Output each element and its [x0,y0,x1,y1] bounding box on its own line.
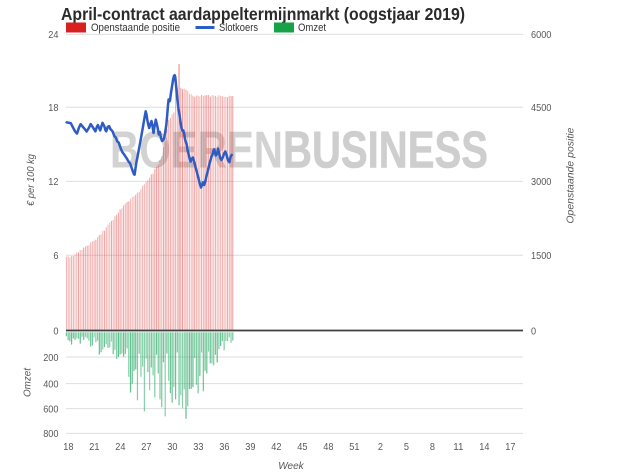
svg-text:42: 42 [271,441,281,453]
svg-text:BUSINESS: BUSINESS [283,121,488,179]
svg-text:April-contract aardappeltermij: April-contract aardappeltermijnmarkt (oo… [61,4,465,24]
svg-text:36: 36 [219,441,229,453]
svg-text:1500: 1500 [531,250,552,262]
svg-text:800: 800 [43,428,58,440]
svg-text:Openstaande positie: Openstaande positie [566,127,577,223]
svg-text:2: 2 [378,441,383,453]
svg-text:Omzet: Omzet [23,367,34,397]
svg-text:17: 17 [505,441,515,453]
svg-text:400: 400 [43,378,58,390]
svg-text:€ per 100 kg: € per 100 kg [26,154,37,206]
svg-text:6: 6 [53,250,58,262]
svg-text:51: 51 [349,441,359,453]
svg-text:21: 21 [89,441,99,453]
svg-text:18: 18 [63,441,73,453]
svg-text:8: 8 [430,441,435,453]
svg-text:27: 27 [141,441,151,453]
svg-text:600: 600 [43,403,58,415]
svg-text:30: 30 [167,441,177,453]
svg-text:39: 39 [245,441,255,453]
svg-text:3000: 3000 [531,176,552,188]
svg-text:24: 24 [48,29,58,41]
svg-text:33: 33 [193,441,203,453]
svg-text:6000: 6000 [531,29,552,41]
svg-text:48: 48 [323,441,333,453]
svg-text:200: 200 [43,352,58,364]
svg-text:45: 45 [297,441,307,453]
svg-text:Slotkoers: Slotkoers [219,22,259,34]
svg-text:4500: 4500 [531,102,552,114]
svg-text:Openstaande positie: Openstaande positie [91,22,180,34]
svg-text:Omzet: Omzet [298,22,326,34]
svg-text:12: 12 [48,176,58,188]
svg-text:0: 0 [53,325,58,337]
svg-text:0: 0 [531,325,536,337]
svg-text:5: 5 [404,441,409,453]
svg-text:18: 18 [48,102,58,114]
svg-text:14: 14 [479,441,489,453]
svg-text:24: 24 [115,441,125,453]
svg-text:11: 11 [453,441,463,453]
svg-text:Week: Week [278,461,304,472]
